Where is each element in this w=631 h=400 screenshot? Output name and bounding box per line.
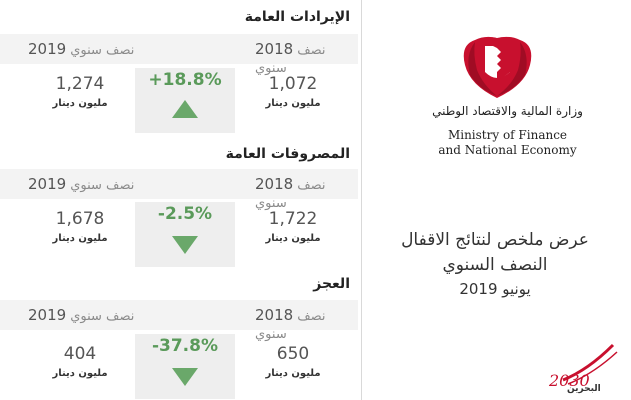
change-box: +18.8% [135, 68, 235, 133]
ministry-name-english: Ministry of Finance and National Economy [438, 128, 577, 157]
change-percent: -2.5% [157, 204, 213, 224]
presentation-date: يونيو 2019 [459, 280, 531, 298]
unit-label: مليون دينار [52, 98, 108, 109]
value-2019: 404 [63, 344, 97, 364]
period-left: 2019 نصف سنوي [28, 40, 135, 58]
value-2019: 1,678 [55, 209, 105, 229]
change-percent: +18.8% [148, 70, 222, 90]
period-right: 2018 نصف سنوي [255, 175, 326, 211]
value-2018: 1,072 [268, 74, 318, 94]
bahrain-emblem-icon [463, 36, 532, 98]
value-2018: 1,722 [268, 209, 318, 229]
value-2019: 1,274 [55, 74, 105, 94]
period-label-row: 2019 نصف سنوي 2018 نصف سنوي [0, 300, 358, 342]
change-box: -37.8% [135, 334, 235, 399]
section-title: المصروفات العامة [225, 146, 350, 162]
panel-divider [361, 0, 362, 400]
arrow-down-icon [172, 368, 198, 386]
section-title: العجز [313, 276, 350, 292]
period-label-row: 2019 نصف سنوي 2018 نصف سنوي [0, 34, 358, 76]
unit-label: مليون دينار [52, 233, 108, 244]
value-row: 1,678 مليون دينار 1,722 مليون دينار [0, 205, 358, 260]
period-label-row: 2019 نصف سنوي 2018 نصف سنوي [0, 169, 358, 211]
change-percent: -37.8% [151, 336, 219, 356]
period-right: 2018 نصف سنوي [255, 306, 326, 342]
period-right: 2018 نصف سنوي [255, 40, 326, 76]
section-title: الإيرادات العامة [244, 9, 350, 25]
unit-label: مليون دينار [52, 368, 108, 379]
value-2018: 650 [276, 344, 310, 364]
value-row: 404 مليون دينار 650 مليون دينار [0, 340, 358, 395]
arrow-down-icon [172, 236, 198, 254]
period-left: 2019 نصف سنوي [28, 175, 135, 193]
vision-2030-logo-icon: 2030 [548, 343, 618, 390]
change-box: -2.5% [135, 202, 235, 267]
unit-label: مليون دينار [265, 368, 321, 379]
presentation-title: عرض ملخص لنتائج الاقفال النصف السنوي [401, 230, 589, 275]
period-left: 2019 نصف سنوي [28, 306, 135, 324]
svg-text:2030: 2030 [548, 371, 590, 390]
ministry-name-arabic: وزارة المالية والاقتصاد الوطني [432, 104, 583, 118]
unit-label: مليون دينار [265, 233, 321, 244]
vision-logo-text: البحرين [567, 384, 601, 394]
unit-label: مليون دينار [265, 98, 321, 109]
value-row: 1,274 مليون دينار 1,072 مليون دينار [0, 70, 358, 125]
arrow-up-icon [172, 100, 198, 118]
